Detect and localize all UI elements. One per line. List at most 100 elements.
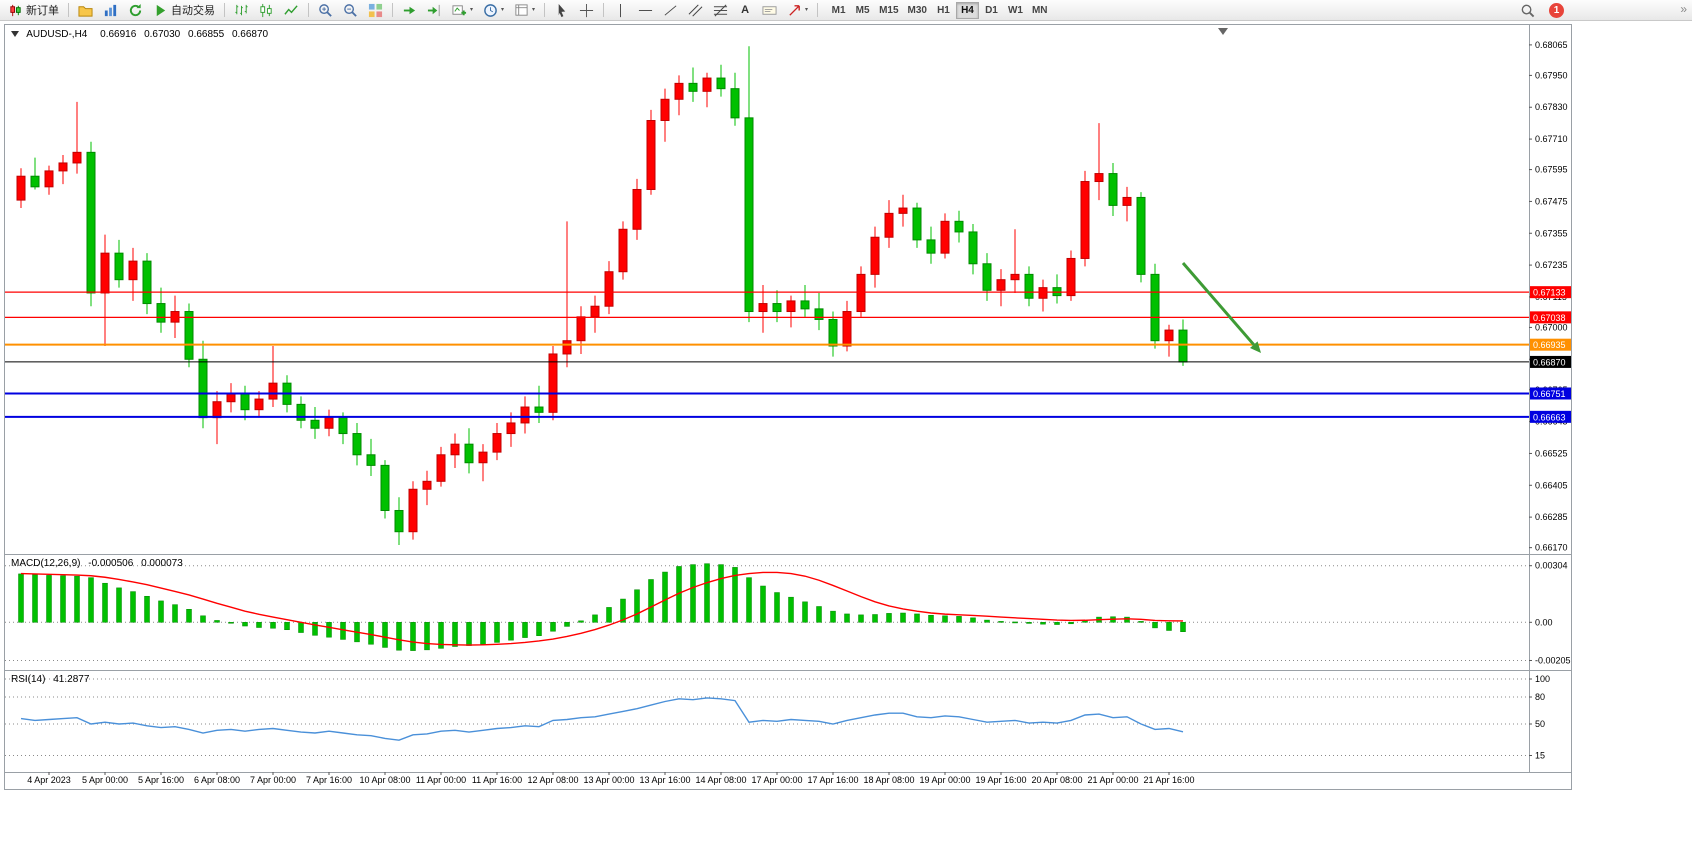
timeframe-button-W1[interactable]: W1	[1004, 2, 1027, 19]
templates-button[interactable]: ▾	[510, 1, 539, 19]
new-order-button[interactable]: 新订单	[4, 1, 63, 19]
timeframe-button-M1[interactable]: M1	[827, 2, 850, 19]
template-icon	[515, 3, 528, 16]
svg-text:18 Apr 08:00: 18 Apr 08:00	[863, 775, 914, 785]
label-icon	[762, 5, 777, 15]
auto-scroll-icon	[403, 6, 416, 14]
chart-canvas[interactable]: 0.68065 0.67950 0.67830 0.67710 0.67595 0.674…	[5, 25, 1571, 789]
bar-chart-mode-button[interactable]	[230, 1, 253, 19]
text-tool-icon: A	[741, 4, 750, 16]
toolbar-right: 1	[1516, 1, 1688, 19]
channel-tool-button[interactable]	[684, 1, 707, 19]
toolbar-separator	[817, 3, 819, 17]
line-chart-mode-button[interactable]	[280, 1, 303, 19]
svg-text:0.67355: 0.67355	[1535, 228, 1568, 238]
candlestick-chart-icon	[260, 3, 272, 17]
svg-text:7 Apr 00:00: 7 Apr 00:00	[250, 775, 296, 785]
toolbar-separator	[224, 3, 225, 17]
macd-panel: 0.00304 0.00 -0.00205	[5, 561, 1571, 665]
periods-button[interactable]: ▾	[479, 1, 508, 19]
chart-shift-button[interactable]	[423, 1, 446, 19]
new-order-label: 新订单	[26, 5, 59, 17]
toolbar-separator	[308, 3, 309, 17]
svg-text:20 Apr 08:00: 20 Apr 08:00	[1031, 775, 1082, 785]
horizontal-line-icon	[638, 9, 653, 11]
toolbar-overflow-icon[interactable]: »	[1680, 2, 1687, 16]
timeframe-button-M15[interactable]: M15	[875, 2, 902, 19]
candle-series	[16, 46, 1188, 545]
horizontal-line-tool-button[interactable]	[634, 1, 657, 19]
timeframe-button-H1[interactable]: H1	[932, 2, 955, 19]
trend-arrow[interactable]	[1181, 262, 1261, 353]
svg-text:10 Apr 08:00: 10 Apr 08:00	[359, 775, 410, 785]
trendline-tool-button[interactable]	[659, 1, 682, 19]
svg-text:17 Apr 16:00: 17 Apr 16:00	[807, 775, 858, 785]
arrows-tool-button[interactable]: ▾	[783, 1, 812, 19]
svg-text:13 Apr 00:00: 13 Apr 00:00	[583, 775, 634, 785]
label-tool-button[interactable]	[758, 1, 781, 19]
candlestick-chart-mode-button[interactable]	[255, 1, 278, 19]
notification-badge[interactable]: 1	[1549, 2, 1564, 18]
zoom-in-icon	[319, 3, 332, 17]
price-tag: 0.66870	[1530, 355, 1571, 368]
svg-text:0.68065: 0.68065	[1535, 40, 1568, 50]
svg-text:0.66170: 0.66170	[1535, 543, 1568, 553]
fibonacci-tool-button[interactable]	[709, 1, 732, 19]
svg-text:11 Apr 16:00: 11 Apr 16:00	[472, 775, 522, 785]
time-axis[interactable]: 4 Apr 2023 5 Apr 00:00 5 Apr 16:00 6 Apr 08…	[27, 772, 1195, 785]
profiles-button[interactable]	[74, 1, 97, 19]
svg-text:0.67133: 0.67133	[1533, 288, 1566, 298]
channel-icon	[688, 4, 703, 16]
refresh-button[interactable]	[124, 1, 147, 19]
toolbar-separator	[392, 3, 393, 17]
toolbar-separator	[603, 3, 605, 17]
svg-text:0.66751: 0.66751	[1533, 389, 1566, 399]
svg-text:0.67038: 0.67038	[1533, 313, 1566, 323]
timeframe-button-M30[interactable]: M30	[904, 2, 931, 19]
bar-chart-icon	[235, 4, 248, 15]
svg-text:12 Apr 08:00: 12 Apr 08:00	[527, 775, 578, 785]
timeframe-button-MN[interactable]: MN	[1028, 2, 1052, 19]
crosshair-icon	[579, 3, 594, 17]
new-chart-button[interactable]: ▾	[448, 1, 477, 19]
market-watch-button[interactable]	[99, 1, 122, 19]
dropdown-caret-icon: ▾	[532, 7, 536, 13]
svg-text:0.66935: 0.66935	[1533, 340, 1566, 350]
profiles-icon	[78, 5, 93, 17]
chart-shift-marker-icon[interactable]	[1218, 28, 1228, 35]
line-chart-icon	[284, 4, 298, 15]
svg-text:21 Apr 16:00: 21 Apr 16:00	[1143, 775, 1194, 785]
auto-scroll-button[interactable]	[398, 1, 421, 19]
svg-text:80: 80	[1535, 692, 1545, 702]
svg-text:0.66405: 0.66405	[1535, 480, 1568, 490]
svg-text:0.66285: 0.66285	[1535, 512, 1568, 522]
svg-text:4 Apr 2023: 4 Apr 2023	[27, 775, 71, 785]
timeframe-button-M5[interactable]: M5	[851, 2, 874, 19]
fibonacci-icon	[713, 4, 728, 16]
svg-text:0.67710: 0.67710	[1535, 134, 1568, 144]
search-button[interactable]	[1516, 1, 1539, 19]
svg-text:5 Apr 16:00: 5 Apr 16:00	[138, 775, 184, 785]
svg-text:0.67830: 0.67830	[1535, 102, 1568, 112]
zoom-out-button[interactable]	[339, 1, 362, 19]
main-toolbar: 新订单 自动交易	[0, 0, 1692, 21]
svg-text:21 Apr 00:00: 21 Apr 00:00	[1087, 775, 1138, 785]
timeframe-button-H4[interactable]: H4	[955, 1, 979, 19]
new-order-icon	[10, 4, 21, 16]
cursor-icon	[558, 3, 566, 17]
svg-text:17 Apr 00:00: 17 Apr 00:00	[751, 775, 802, 785]
timeframe-button-D1[interactable]: D1	[980, 2, 1003, 19]
zoom-out-icon	[344, 3, 357, 17]
svg-text:0.67475: 0.67475	[1535, 196, 1568, 206]
zoom-in-button[interactable]	[314, 1, 337, 19]
autotrading-button[interactable]: 自动交易	[149, 1, 219, 19]
cursor-tool-button[interactable]	[550, 1, 573, 19]
price-tag: 0.67133	[1530, 286, 1571, 299]
tile-windows-button[interactable]	[364, 1, 387, 19]
crosshair-tool-button[interactable]	[575, 1, 598, 19]
vertical-line-tool-button[interactable]	[609, 1, 632, 19]
text-tool-button[interactable]: A	[734, 1, 756, 19]
svg-text:14 Apr 08:00: 14 Apr 08:00	[695, 775, 746, 785]
svg-text:15: 15	[1535, 751, 1545, 761]
